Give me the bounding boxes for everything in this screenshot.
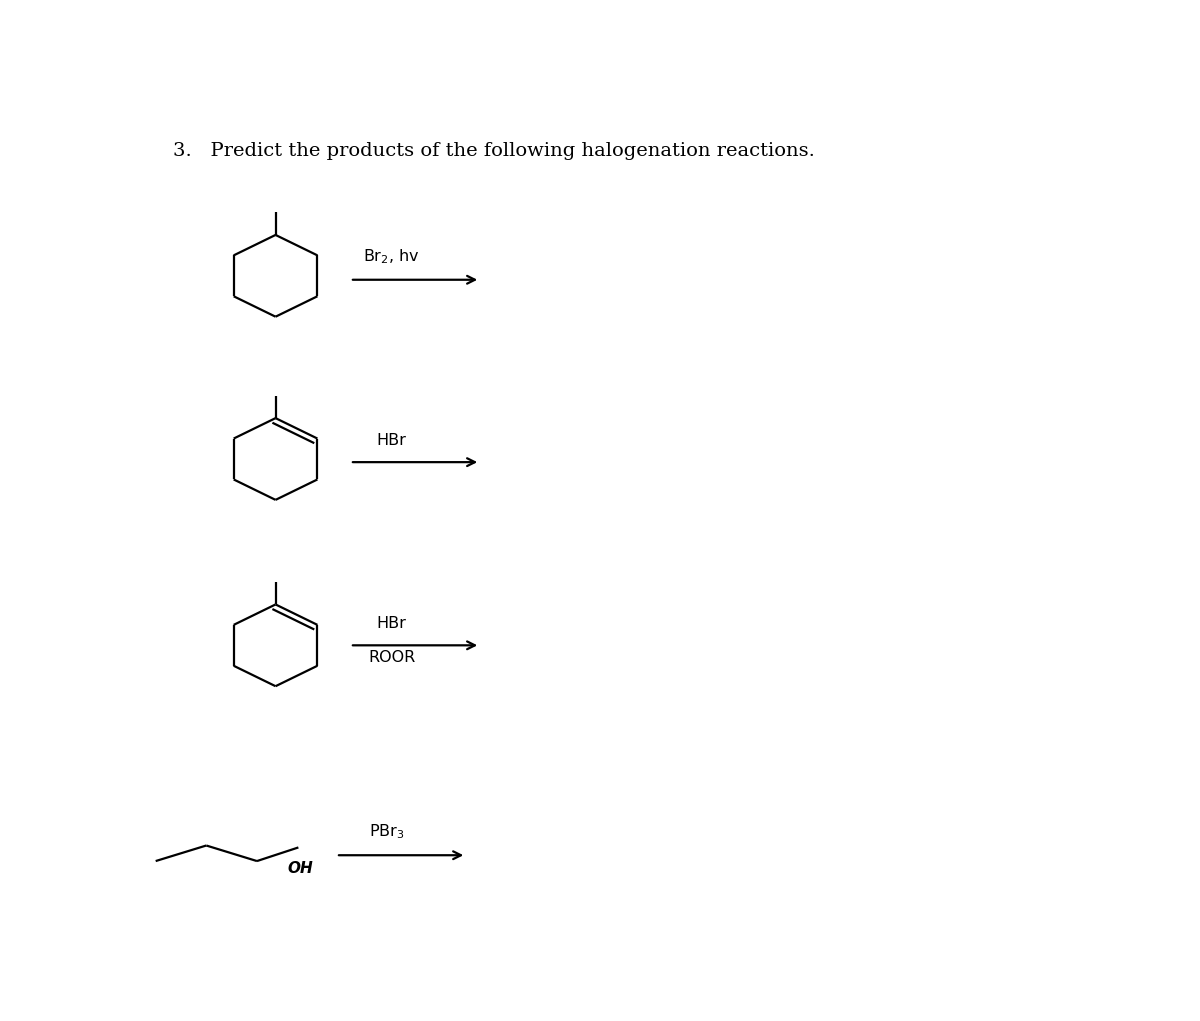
Text: Br$_2$, hv: Br$_2$, hv (364, 247, 420, 265)
Text: HBr: HBr (377, 433, 407, 448)
Text: HBr: HBr (377, 616, 407, 631)
Text: 3.   Predict the products of the following halogenation reactions.: 3. Predict the products of the following… (173, 142, 815, 160)
Text: PBr$_3$: PBr$_3$ (370, 822, 404, 841)
Text: OH: OH (288, 861, 313, 876)
Text: ROOR: ROOR (368, 649, 415, 665)
